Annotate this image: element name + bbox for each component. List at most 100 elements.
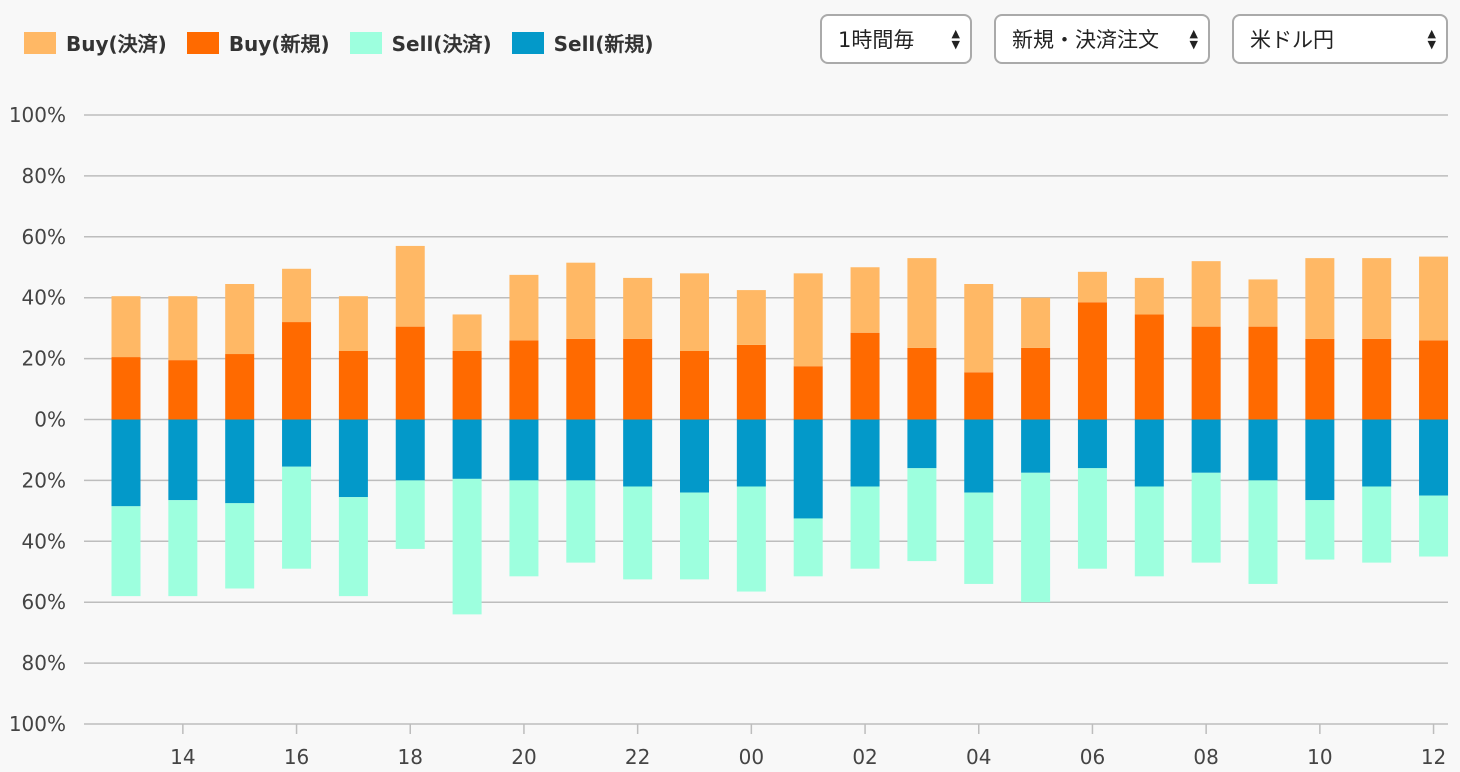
bar-segment[interactable] (1419, 340, 1449, 420)
bar-segment[interactable] (168, 500, 198, 597)
bar-segment[interactable] (1134, 486, 1164, 577)
bar-segment[interactable] (1134, 314, 1164, 420)
bar-segment[interactable] (395, 419, 425, 481)
bar-segment[interactable] (566, 338, 596, 420)
bar-segment[interactable] (452, 478, 482, 615)
bar-segment[interactable] (395, 480, 425, 549)
bar-segment[interactable] (623, 486, 653, 580)
legend-item-buy-new[interactable]: Buy(新規) (186, 28, 330, 57)
bar-segment[interactable] (907, 347, 937, 420)
bar-segment[interactable] (1134, 419, 1164, 487)
bar-segment[interactable] (1077, 302, 1107, 420)
bar-segment[interactable] (623, 277, 653, 339)
bar-segment[interactable] (111, 296, 141, 358)
bar-segment[interactable] (1248, 480, 1278, 584)
bar-segment[interactable] (964, 372, 994, 420)
bar-segment[interactable] (509, 340, 539, 420)
bar-segment[interactable] (793, 273, 823, 367)
bar-segment[interactable] (111, 357, 141, 420)
bar-segment[interactable] (964, 283, 994, 373)
legend-item-sell-close[interactable]: Sell(決済) (349, 28, 492, 57)
bar-segment[interactable] (1077, 271, 1107, 303)
bar-segment[interactable] (1419, 256, 1449, 341)
bar-segment[interactable] (452, 419, 482, 479)
legend-item-buy-close[interactable]: Buy(決済) (24, 28, 167, 57)
bar-segment[interactable] (1362, 338, 1392, 420)
bar-segment[interactable] (1362, 419, 1392, 487)
bar-segment[interactable] (793, 366, 823, 420)
bar-segment[interactable] (338, 497, 368, 597)
bar-segment[interactable] (509, 480, 539, 577)
bar-segment[interactable] (680, 350, 709, 420)
bar-segment[interactable] (566, 419, 596, 481)
bar-segment[interactable] (282, 419, 312, 467)
bar-segment[interactable] (1305, 419, 1335, 501)
bar-segment[interactable] (1305, 500, 1335, 560)
bar-segment[interactable] (1362, 486, 1392, 563)
bar-segment[interactable] (1305, 338, 1335, 420)
bar-segment[interactable] (509, 274, 539, 341)
bar-segment[interactable] (850, 419, 880, 487)
bar-segment[interactable] (338, 296, 368, 351)
bar-segment[interactable] (964, 419, 994, 493)
legend-item-sell-new[interactable]: Sell(新規) (511, 28, 654, 57)
bar-segment[interactable] (964, 492, 994, 584)
bar-segment[interactable] (1248, 326, 1278, 420)
bar-segment[interactable] (1191, 261, 1221, 327)
bar-segment[interactable] (338, 350, 368, 420)
bar-segment[interactable] (1248, 419, 1278, 481)
interval-select[interactable]: 1時間毎 ▲ ▼ (820, 14, 972, 64)
bar-segment[interactable] (907, 468, 937, 562)
bar-segment[interactable] (736, 486, 766, 592)
bar-segment[interactable] (566, 262, 596, 339)
bar-segment[interactable] (736, 290, 766, 345)
bar-segment[interactable] (1419, 495, 1449, 557)
bar-segment[interactable] (111, 506, 141, 597)
bar-segment[interactable] (736, 419, 766, 487)
bar-segment[interactable] (850, 486, 880, 569)
bar-segment[interactable] (168, 296, 198, 361)
bar-segment[interactable] (1077, 419, 1107, 469)
bar-segment[interactable] (736, 344, 766, 420)
bar-segment[interactable] (395, 326, 425, 420)
bar-segment[interactable] (793, 419, 823, 519)
bar-segment[interactable] (1362, 258, 1392, 339)
bar-segment[interactable] (850, 332, 880, 420)
bar-segment[interactable] (566, 480, 596, 563)
bar-segment[interactable] (1134, 277, 1164, 315)
bar-segment[interactable] (225, 354, 255, 420)
bar-segment[interactable] (1191, 472, 1221, 563)
bar-segment[interactable] (680, 419, 709, 493)
bar-segment[interactable] (1248, 279, 1278, 327)
bar-segment[interactable] (282, 466, 312, 569)
bar-segment[interactable] (225, 419, 255, 504)
pair-select[interactable]: 米ドル円 ▲ ▼ (1232, 14, 1448, 64)
bar-segment[interactable] (680, 492, 709, 580)
bar-segment[interactable] (907, 258, 937, 348)
bar-segment[interactable] (282, 322, 312, 420)
bar-segment[interactable] (1021, 297, 1051, 348)
bar-segment[interactable] (225, 503, 255, 589)
bar-segment[interactable] (1191, 419, 1221, 473)
bar-segment[interactable] (1021, 419, 1051, 473)
bar-segment[interactable] (452, 350, 482, 420)
bar-segment[interactable] (1021, 347, 1051, 420)
bar-segment[interactable] (793, 518, 823, 577)
bar-segment[interactable] (1419, 419, 1449, 496)
bar-segment[interactable] (168, 360, 198, 420)
bar-segment[interactable] (111, 419, 141, 507)
bar-segment[interactable] (509, 419, 539, 481)
bar-segment[interactable] (1021, 472, 1051, 603)
bar-segment[interactable] (1305, 258, 1335, 339)
bar-segment[interactable] (623, 419, 653, 487)
bar-segment[interactable] (1077, 468, 1107, 569)
bar-segment[interactable] (452, 314, 482, 351)
bar-segment[interactable] (395, 245, 425, 327)
bar-segment[interactable] (225, 283, 255, 355)
bar-segment[interactable] (850, 267, 880, 333)
bar-segment[interactable] (680, 273, 709, 351)
bar-segment[interactable] (623, 338, 653, 420)
bar-segment[interactable] (338, 419, 368, 498)
order-type-select[interactable]: 新規・決済注文 ▲ ▼ (994, 14, 1210, 64)
bar-segment[interactable] (168, 419, 198, 501)
